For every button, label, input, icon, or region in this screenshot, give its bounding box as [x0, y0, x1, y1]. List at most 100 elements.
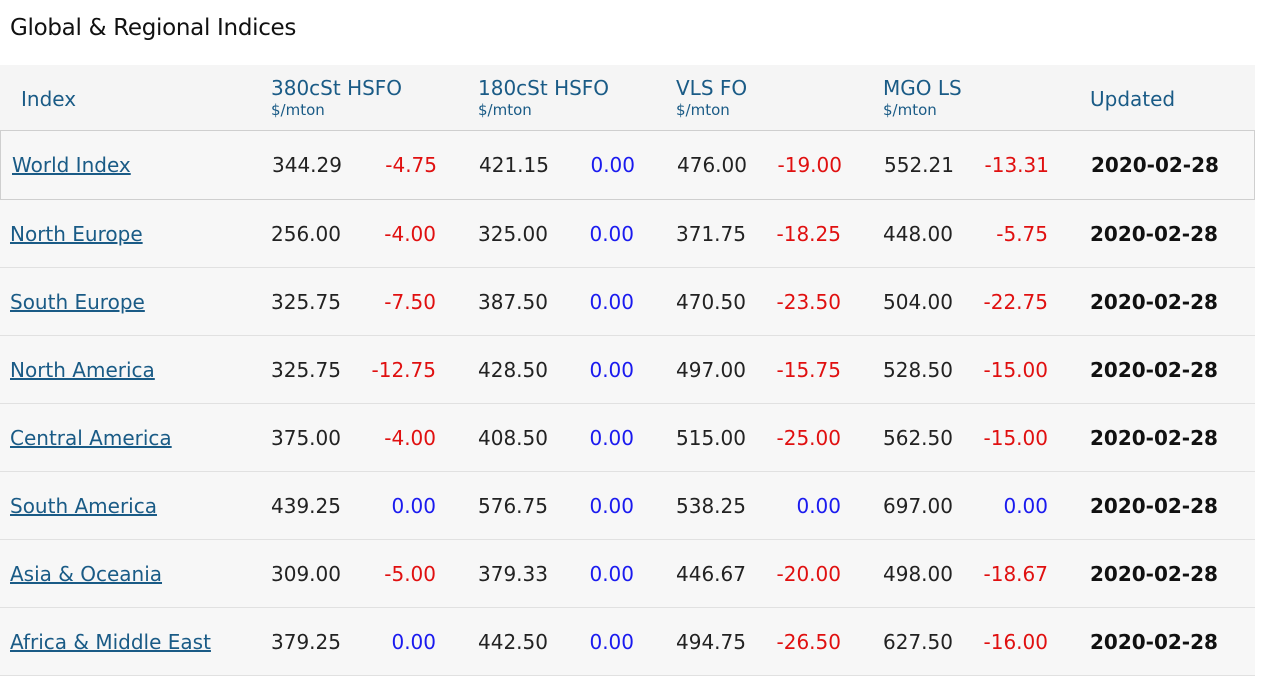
vlsfo-price: 515.00: [676, 425, 746, 450]
vlsfo-change: -26.50: [776, 629, 841, 654]
mgols-price: 562.50: [883, 425, 953, 450]
header-hsfo380-label: 380cSt HSFO: [271, 76, 403, 100]
hsfo180-change: 0.00: [589, 357, 634, 382]
header-hsfo180[interactable]: 180cSt HSFO $/mton: [478, 76, 609, 119]
mgols-price: 498.00: [883, 561, 953, 586]
hsfo380-change: -4.00: [384, 221, 436, 246]
table-header: Index 380cSt HSFO $/mton 180cSt HSFO $/m…: [0, 65, 1255, 130]
region-link[interactable]: South America: [10, 493, 157, 518]
header-mgols-unit: $/mton: [883, 101, 937, 119]
mgols-change: 0.00: [1003, 493, 1048, 518]
table-row: South America 439.25 0.00 576.75 0.00 538.25 0…: [0, 472, 1255, 540]
hsfo180-price: 576.75: [478, 493, 548, 518]
vlsfo-change: -25.00: [776, 425, 841, 450]
header-mgols-label: MGO LS: [883, 76, 962, 100]
mgols-change: -15.00: [983, 357, 1048, 382]
mgols-price: 528.50: [883, 357, 953, 382]
hsfo380-price: 325.75: [271, 357, 341, 382]
hsfo180-change: 0.00: [589, 629, 634, 654]
mgols-change: -5.75: [996, 221, 1048, 246]
hsfo180-price: 428.50: [478, 357, 548, 382]
hsfo380-price: 375.00: [271, 425, 341, 450]
hsfo180-price: 387.50: [478, 289, 548, 314]
updated-date: 2020-02-28: [1090, 425, 1218, 450]
header-hsfo380-unit: $/mton: [271, 101, 325, 119]
table-row: Asia & Oceania 309.00 -5.00 379.33 0.00 446.6…: [0, 540, 1255, 608]
vlsfo-price: 538.25: [676, 493, 746, 518]
hsfo380-change: -4.00: [384, 425, 436, 450]
table-row: Central America 375.00 -4.00 408.50 0.00 515.…: [0, 404, 1255, 472]
updated-date: 2020-02-28: [1090, 493, 1218, 518]
vlsfo-price: 446.67: [676, 561, 746, 586]
hsfo180-price: 325.00: [478, 221, 548, 246]
updated-date: 2020-02-28: [1090, 629, 1218, 654]
vlsfo-change: -15.75: [776, 357, 841, 382]
vlsfo-price: 470.50: [676, 289, 746, 314]
mgols-price: 697.00: [883, 493, 953, 518]
header-hsfo180-unit: $/mton: [478, 101, 532, 119]
hsfo180-change: 0.00: [589, 561, 634, 586]
table-row: South Europe 325.75 -7.50 387.50 0.00 470.50 -…: [0, 268, 1255, 336]
hsfo380-change: -7.50: [384, 289, 436, 314]
hsfo180-price: 379.33: [478, 561, 548, 586]
vlsfo-change: -23.50: [776, 289, 841, 314]
hsfo180-change: 0.00: [589, 289, 634, 314]
hsfo380-price: 309.00: [271, 561, 341, 586]
header-vlsfo[interactable]: VLS FO $/mton: [676, 76, 747, 119]
region-link[interactable]: World Index: [12, 153, 131, 177]
mgols-change: -15.00: [983, 425, 1048, 450]
region-link[interactable]: North America: [10, 357, 155, 382]
hsfo380-price: 379.25: [271, 629, 341, 654]
hsfo380-change: 0.00: [391, 493, 436, 518]
hsfo380-change: -12.75: [371, 357, 436, 382]
mgols-change: -22.75: [983, 289, 1048, 314]
mgols-price: 627.50: [883, 629, 953, 654]
updated-date: 2020-02-28: [1090, 221, 1218, 246]
mgols-change: -13.31: [984, 153, 1049, 177]
region-link[interactable]: South Europe: [10, 289, 145, 314]
hsfo380-price: 439.25: [271, 493, 341, 518]
vlsfo-change: 0.00: [796, 493, 841, 518]
hsfo380-price: 325.75: [271, 289, 341, 314]
table-row: North America 325.75 -12.75 428.50 0.00 497.0…: [0, 336, 1255, 404]
header-mgols[interactable]: MGO LS $/mton: [883, 76, 962, 119]
table-row: World Index 344.29 -4.75 421.15 0.00 476.00 -1…: [0, 130, 1255, 200]
hsfo180-price: 408.50: [478, 425, 548, 450]
header-vlsfo-unit: $/mton: [676, 101, 730, 119]
table-row: Africa & Middle East 379.25 0.00 442.50 0.00…: [0, 608, 1255, 676]
table-body: World Index 344.29 -4.75 421.15 0.00 476.00 -1…: [0, 130, 1255, 676]
vlsfo-price: 371.75: [676, 221, 746, 246]
updated-date: 2020-02-28: [1090, 561, 1218, 586]
table-row: North Europe 256.00 -4.00 325.00 0.00 371.75 -…: [0, 200, 1255, 268]
header-hsfo380[interactable]: 380cSt HSFO $/mton: [271, 76, 402, 119]
hsfo380-change: -4.75: [385, 153, 437, 177]
hsfo380-change: 0.00: [391, 629, 436, 654]
mgols-price: 448.00: [883, 221, 953, 246]
mgols-price: 552.21: [884, 153, 954, 177]
hsfo180-change: 0.00: [589, 221, 634, 246]
region-link[interactable]: Africa & Middle East: [10, 629, 211, 654]
mgols-price: 504.00: [883, 289, 953, 314]
hsfo380-change: -5.00: [384, 561, 436, 586]
region-link[interactable]: North Europe: [10, 221, 143, 246]
hsfo180-change: 0.00: [590, 153, 635, 177]
updated-date: 2020-02-28: [1090, 289, 1218, 314]
vlsfo-change: -20.00: [776, 561, 841, 586]
vlsfo-price: 476.00: [677, 153, 747, 177]
mgols-change: -16.00: [983, 629, 1048, 654]
region-link[interactable]: Central America: [10, 425, 172, 450]
updated-date: 2020-02-28: [1090, 357, 1218, 382]
header-updated[interactable]: Updated: [1090, 87, 1176, 111]
region-link[interactable]: Asia & Oceania: [10, 561, 163, 586]
hsfo180-change: 0.00: [589, 425, 634, 450]
indices-table: Index 380cSt HSFO $/mton 180cSt HSFO $/m…: [0, 65, 1255, 676]
hsfo180-price: 442.50: [478, 629, 548, 654]
hsfo380-price: 256.00: [271, 221, 341, 246]
hsfo380-price: 344.29: [272, 153, 342, 177]
mgols-change: -18.67: [983, 561, 1048, 586]
header-index[interactable]: Index: [21, 87, 77, 111]
hsfo180-change: 0.00: [589, 493, 634, 518]
vlsfo-price: 494.75: [676, 629, 746, 654]
header-hsfo180-label: 180cSt HSFO: [478, 76, 610, 100]
page-title: Global & Regional Indices: [10, 15, 297, 41]
